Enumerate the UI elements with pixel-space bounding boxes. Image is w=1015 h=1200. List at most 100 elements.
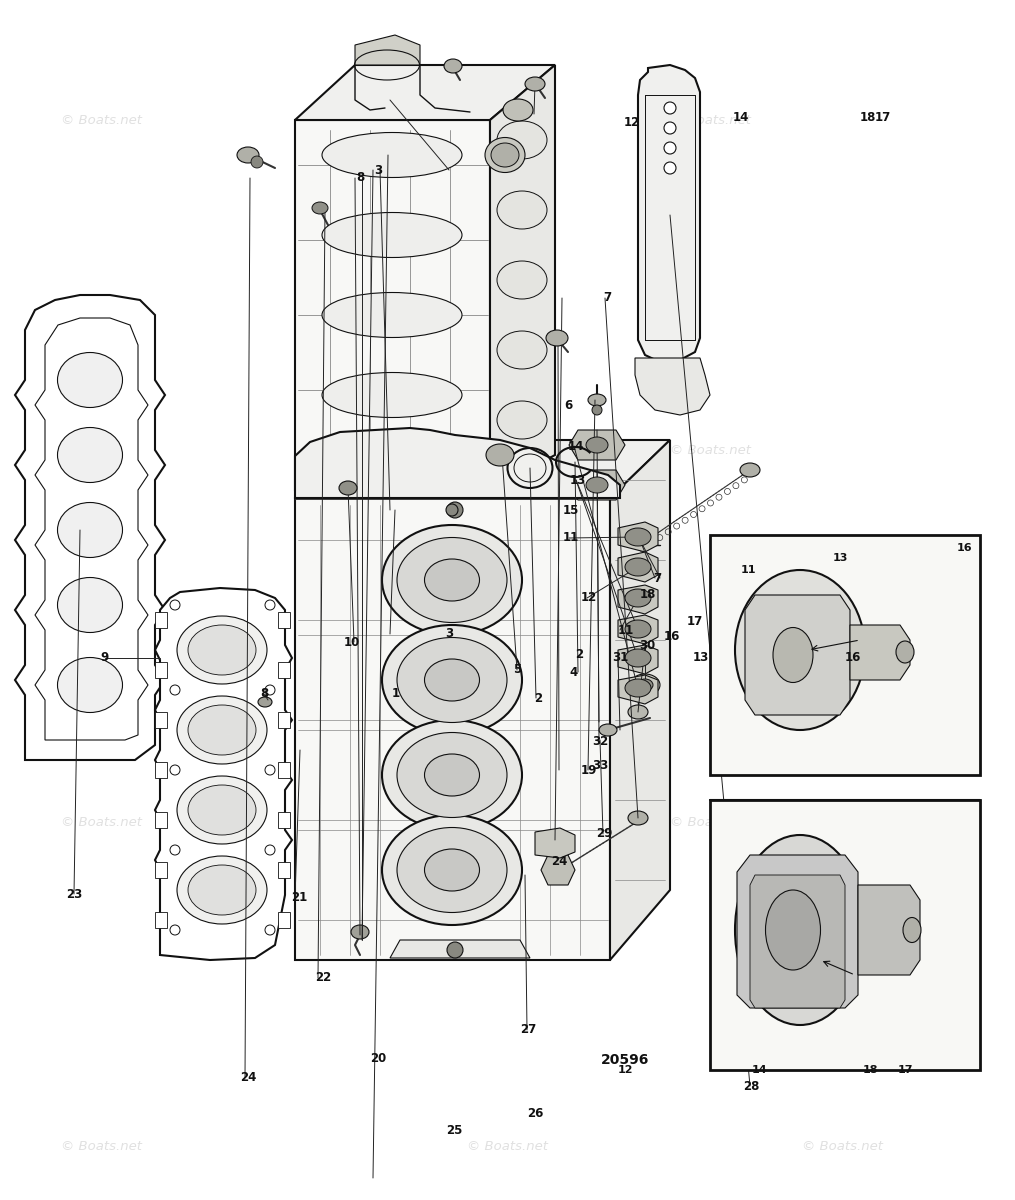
Circle shape [447, 942, 463, 958]
Ellipse shape [236, 146, 259, 163]
Text: 18: 18 [639, 588, 656, 600]
Circle shape [664, 102, 676, 114]
Ellipse shape [397, 828, 508, 912]
Ellipse shape [625, 649, 651, 667]
Text: © Boats.net: © Boats.net [61, 1140, 142, 1152]
Text: 7: 7 [603, 292, 611, 304]
Ellipse shape [625, 679, 651, 697]
Polygon shape [858, 886, 920, 974]
Ellipse shape [322, 443, 462, 487]
Text: 17: 17 [875, 112, 891, 124]
Text: 15: 15 [562, 504, 579, 516]
Ellipse shape [625, 528, 651, 546]
Text: 11: 11 [740, 565, 756, 575]
Ellipse shape [503, 98, 533, 121]
Ellipse shape [588, 394, 606, 406]
Polygon shape [390, 940, 530, 958]
Text: 9: 9 [100, 652, 109, 664]
Circle shape [265, 766, 275, 775]
Text: © Boats.net: © Boats.net [467, 1140, 548, 1152]
Circle shape [664, 122, 676, 134]
Bar [155, 612, 167, 628]
Ellipse shape [424, 559, 479, 601]
Ellipse shape [735, 570, 865, 730]
Polygon shape [618, 522, 658, 552]
Polygon shape [750, 875, 845, 1008]
Text: © Boats.net: © Boats.net [802, 1140, 883, 1152]
Polygon shape [618, 552, 658, 582]
Ellipse shape [497, 401, 547, 439]
Text: 13: 13 [832, 553, 848, 563]
Text: 7: 7 [654, 572, 662, 584]
Text: 16: 16 [664, 630, 680, 642]
Ellipse shape [188, 704, 256, 755]
Ellipse shape [586, 437, 608, 452]
Text: 17: 17 [687, 616, 703, 628]
Text: © Boats.net: © Boats.net [386, 444, 467, 456]
Ellipse shape [486, 444, 514, 466]
Circle shape [170, 925, 180, 935]
Polygon shape [15, 295, 165, 760]
Polygon shape [618, 674, 658, 704]
Text: 3: 3 [375, 164, 383, 176]
Text: 10: 10 [344, 636, 360, 648]
Text: 21: 21 [291, 892, 308, 904]
Text: 20: 20 [370, 1052, 387, 1064]
Ellipse shape [903, 918, 921, 942]
Polygon shape [295, 65, 555, 120]
Ellipse shape [177, 696, 267, 764]
Polygon shape [535, 828, 576, 858]
Ellipse shape [625, 620, 651, 638]
Polygon shape [295, 498, 610, 960]
Bar [710, 800, 980, 1070]
Ellipse shape [397, 732, 508, 817]
Ellipse shape [177, 616, 267, 684]
Polygon shape [850, 625, 910, 680]
Text: 13: 13 [692, 652, 708, 664]
Circle shape [170, 845, 180, 854]
Polygon shape [618, 584, 658, 614]
Ellipse shape [258, 697, 272, 707]
Text: 14: 14 [752, 1066, 767, 1075]
Bar [278, 762, 290, 778]
Text: 11: 11 [562, 532, 579, 544]
Ellipse shape [58, 577, 123, 632]
Ellipse shape [322, 132, 462, 178]
Polygon shape [155, 588, 292, 960]
Polygon shape [569, 470, 625, 500]
Text: 25: 25 [447, 1124, 463, 1136]
Text: 13: 13 [569, 474, 586, 486]
Text: 22: 22 [315, 972, 331, 984]
Bar [278, 662, 290, 678]
Text: © Boats.net: © Boats.net [386, 114, 467, 126]
Bar [155, 862, 167, 878]
Text: 33: 33 [592, 760, 608, 772]
Text: 27: 27 [520, 1024, 536, 1036]
Ellipse shape [58, 353, 123, 408]
Ellipse shape [424, 659, 479, 701]
Bar [155, 762, 167, 778]
Circle shape [447, 502, 463, 518]
Text: 18: 18 [860, 112, 876, 124]
Ellipse shape [177, 776, 267, 844]
Ellipse shape [740, 463, 760, 476]
Text: 24: 24 [551, 856, 567, 868]
Ellipse shape [735, 835, 865, 1025]
Text: © Boats.net: © Boats.net [61, 114, 142, 126]
Text: 12: 12 [617, 1066, 632, 1075]
Bar [278, 912, 290, 928]
Circle shape [265, 685, 275, 695]
Ellipse shape [382, 526, 522, 635]
Ellipse shape [58, 503, 123, 558]
Text: © Boats.net: © Boats.net [670, 114, 751, 126]
Circle shape [265, 600, 275, 610]
Ellipse shape [625, 589, 651, 607]
Circle shape [664, 162, 676, 174]
Circle shape [170, 685, 180, 695]
Polygon shape [569, 430, 625, 460]
Polygon shape [295, 440, 670, 498]
Text: 8: 8 [356, 172, 364, 184]
Ellipse shape [625, 558, 651, 576]
Ellipse shape [188, 785, 256, 835]
Ellipse shape [188, 865, 256, 914]
